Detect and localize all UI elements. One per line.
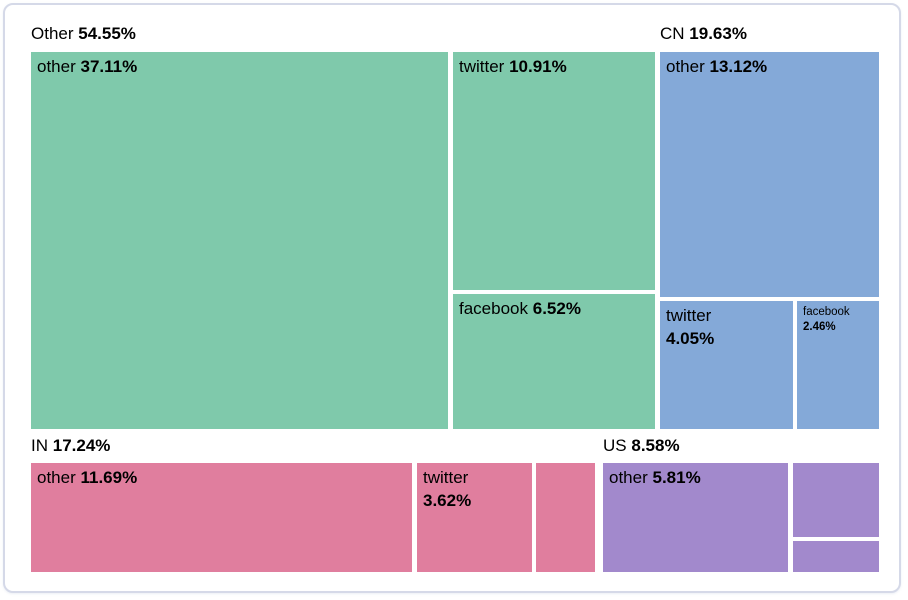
cell-cn-other[interactable]: other 13.12% (660, 52, 879, 297)
cell-cn-facebook[interactable]: facebook 2.46% (797, 301, 879, 429)
cell-label: facebook (803, 306, 850, 318)
group-name: Other (31, 24, 74, 43)
cell-label: twitter (459, 57, 505, 76)
cell-percent: 2.46% (803, 321, 836, 333)
group-label-in: IN 17.24% (31, 434, 110, 458)
group-percent: 19.63% (689, 24, 747, 43)
cell-label: other (37, 57, 76, 76)
cell-label: twitter (666, 306, 712, 325)
cell-percent: 6.52% (532, 299, 581, 318)
group-label-other: Other 54.55% (31, 22, 136, 46)
cell-percent: 10.91% (509, 57, 567, 76)
group-percent: 17.24% (52, 436, 111, 455)
cell-percent: 13.12% (709, 57, 768, 76)
cell-in-unlabeled[interactable] (536, 463, 595, 572)
cell-percent: 3.62% (423, 491, 472, 510)
cell-other-twitter[interactable]: twitter 10.91% (453, 52, 655, 290)
group-percent: 8.58% (631, 436, 680, 455)
cell-label: other (37, 468, 76, 487)
cell-us-unlabeled-top[interactable] (793, 463, 879, 537)
group-percent: 54.55% (78, 24, 136, 43)
cell-percent: 5.81% (652, 468, 701, 487)
cell-percent: 4.05% (666, 329, 715, 348)
group-label-cn: CN 19.63% (660, 22, 747, 46)
cell-label: other (666, 57, 705, 76)
cell-us-unlabeled-bottom[interactable] (793, 541, 879, 572)
cell-cn-twitter[interactable]: twitter 4.05% (660, 301, 793, 429)
cell-us-other[interactable]: other 5.81% (603, 463, 788, 572)
cell-label: twitter (423, 468, 469, 487)
group-name: US (603, 436, 627, 455)
group-name: CN (660, 24, 685, 43)
cell-label: other (609, 468, 648, 487)
group-name: IN (31, 436, 48, 455)
cell-percent: 37.11% (80, 57, 138, 76)
cell-other-facebook[interactable]: facebook 6.52% (453, 294, 655, 429)
cell-other-other[interactable]: other 37.11% (31, 52, 448, 429)
cell-in-other[interactable]: other 11.69% (31, 463, 412, 572)
cell-label: facebook (459, 299, 528, 318)
cell-in-twitter[interactable]: twitter 3.62% (417, 463, 532, 572)
cell-percent: 11.69% (80, 468, 138, 487)
group-label-us: US 8.58% (603, 434, 680, 458)
